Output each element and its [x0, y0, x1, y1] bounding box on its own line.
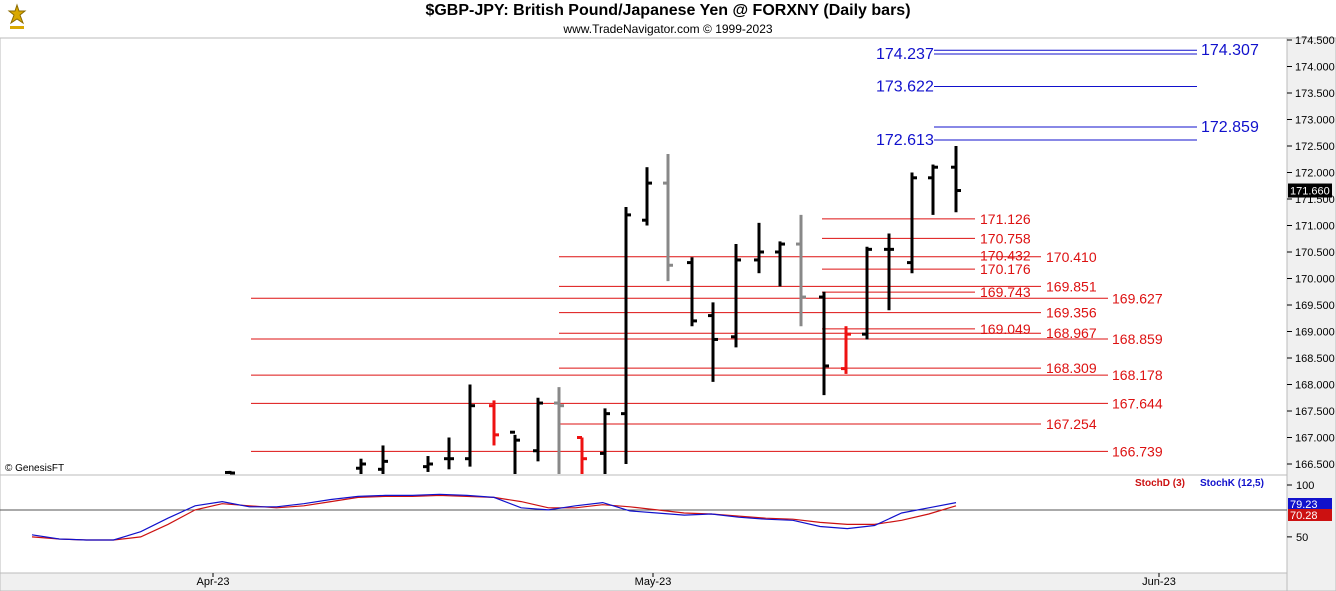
red-level-label-14: 167.644: [1112, 395, 1163, 411]
legend-stochk: StochK (12,5): [1200, 478, 1264, 489]
y-tick-label-13: 173.000: [1295, 115, 1335, 127]
red-level-label-15: 167.254: [1046, 416, 1097, 432]
last-price-box: [1288, 183, 1332, 198]
y-tick-label-2: 167.500: [1295, 406, 1335, 418]
last-price-label: 171.660: [1290, 186, 1330, 198]
red-level-label-10: 168.967: [1046, 325, 1097, 341]
y-tick-label-16: 174.500: [1295, 35, 1335, 47]
blue-level-label-2: 173.622: [876, 79, 934, 96]
stoch-tick-label-0: 100: [1296, 480, 1314, 492]
stoch-tick-label-1: 50: [1296, 532, 1308, 544]
stochk-value-box: [1288, 498, 1332, 510]
y-tick-label-0: 166.500: [1295, 459, 1335, 471]
chart-subtitle: www.TradeNavigator.com © 1999-2023: [563, 22, 773, 36]
y-tick-label-9: 171.000: [1295, 221, 1335, 233]
red-level-label-2: 170.432: [980, 248, 1031, 264]
price-bars: [225, 146, 961, 475]
blue-level-label-1: 174.307: [1201, 42, 1259, 59]
red-level-label-5: 169.851: [1046, 278, 1097, 294]
stochk-value-label: 79.23: [1290, 499, 1318, 511]
y-tick-label-12: 172.500: [1295, 141, 1335, 153]
data-credit: © GenesisFT: [5, 463, 65, 474]
y-tick-label-5: 169.000: [1295, 327, 1335, 339]
red-level-label-13: 168.178: [1112, 367, 1163, 383]
date-axis: Apr-23 May-23 Jun-23: [196, 573, 1176, 588]
red-level-label-7: 169.627: [1112, 290, 1163, 306]
y-tick-label-11: 172.000: [1295, 168, 1335, 180]
red-level-label-16: 166.739: [1112, 443, 1163, 459]
x-tick-label-1: May-23: [635, 576, 672, 588]
blue-level-label-3: 172.859: [1201, 119, 1259, 136]
red-level-label-12: 168.309: [1046, 360, 1097, 376]
red-level-label-11: 168.859: [1112, 331, 1163, 347]
red-level-label-0: 171.126: [980, 211, 1031, 227]
red-level-label-1: 170.758: [980, 230, 1031, 246]
chart-title: $GBP-JPY: British Pound/Japanese Yen @ F…: [425, 2, 911, 19]
red-level-label-9: 169.049: [980, 321, 1031, 337]
y-tick-label-1: 167.000: [1295, 433, 1335, 445]
y-tick-label-15: 174.000: [1295, 62, 1335, 74]
price-axis: 166.500 167.000 167.500 168.000 168.500 169.0…: [1287, 35, 1335, 471]
red-level-label-8: 169.356: [1046, 305, 1097, 321]
y-tick-label-4: 168.500: [1295, 353, 1335, 365]
y-tick-label-3: 168.000: [1295, 380, 1335, 392]
y-tick-label-8: 170.500: [1295, 247, 1335, 259]
red-level-label-6: 169.743: [980, 284, 1031, 300]
red-level-label-3: 170.410: [1046, 249, 1097, 265]
y-tick-label-7: 170.000: [1295, 274, 1335, 286]
red-level-label-4: 170.176: [980, 261, 1031, 277]
y-tick-label-6: 169.500: [1295, 300, 1335, 312]
blue-level-label-4: 172.613: [876, 132, 934, 149]
stochd-value-label: 70.28: [1290, 510, 1318, 522]
legend-stochd: StochD (3): [1135, 478, 1185, 489]
stochk-line: [31, 493, 957, 541]
y-tick-label-14: 173.500: [1295, 88, 1335, 100]
x-tick-label-2: Jun-23: [1142, 576, 1176, 588]
blue-level-label-0: 174.237: [876, 46, 934, 63]
trade-navigator-logo-icon: [2, 2, 32, 37]
stochd-value-box: [1288, 509, 1332, 521]
x-tick-label-0: Apr-23: [196, 576, 229, 588]
